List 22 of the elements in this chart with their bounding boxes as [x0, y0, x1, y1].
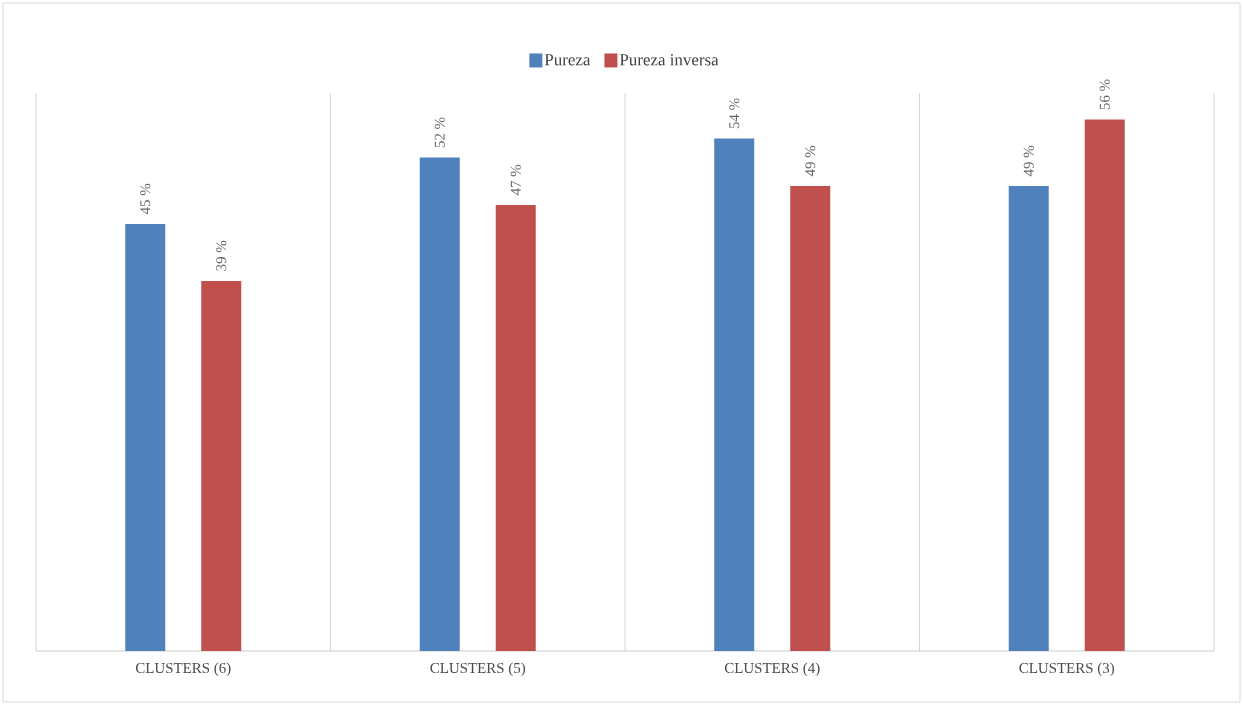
bar — [201, 280, 242, 651]
data-label: 56 % — [1099, 79, 1110, 110]
bar — [1084, 119, 1125, 651]
x-tick-label: CLUSTERS (5) — [430, 662, 526, 677]
data-label: 49 % — [1023, 145, 1034, 177]
bar — [419, 157, 460, 651]
bar — [495, 204, 536, 651]
data-label: 39 % — [216, 240, 227, 271]
data-label: 52 % — [434, 117, 445, 148]
legend-label: Pureza inversa — [619, 54, 719, 66]
bar — [714, 138, 755, 651]
x-tick-label: CLUSTERS (3) — [1019, 662, 1115, 677]
bar — [125, 223, 166, 651]
data-label: 49 % — [805, 145, 816, 177]
data-label: 54 % — [729, 98, 740, 129]
x-tick-label: CLUSTERS (4) — [724, 662, 820, 677]
bar — [790, 185, 831, 651]
legend-label: Pureza — [544, 54, 591, 66]
data-label: 47 % — [510, 164, 521, 196]
bar — [1008, 185, 1049, 651]
data-label: 45 % — [140, 183, 151, 215]
x-tick-label: CLUSTERS (6) — [135, 662, 231, 677]
